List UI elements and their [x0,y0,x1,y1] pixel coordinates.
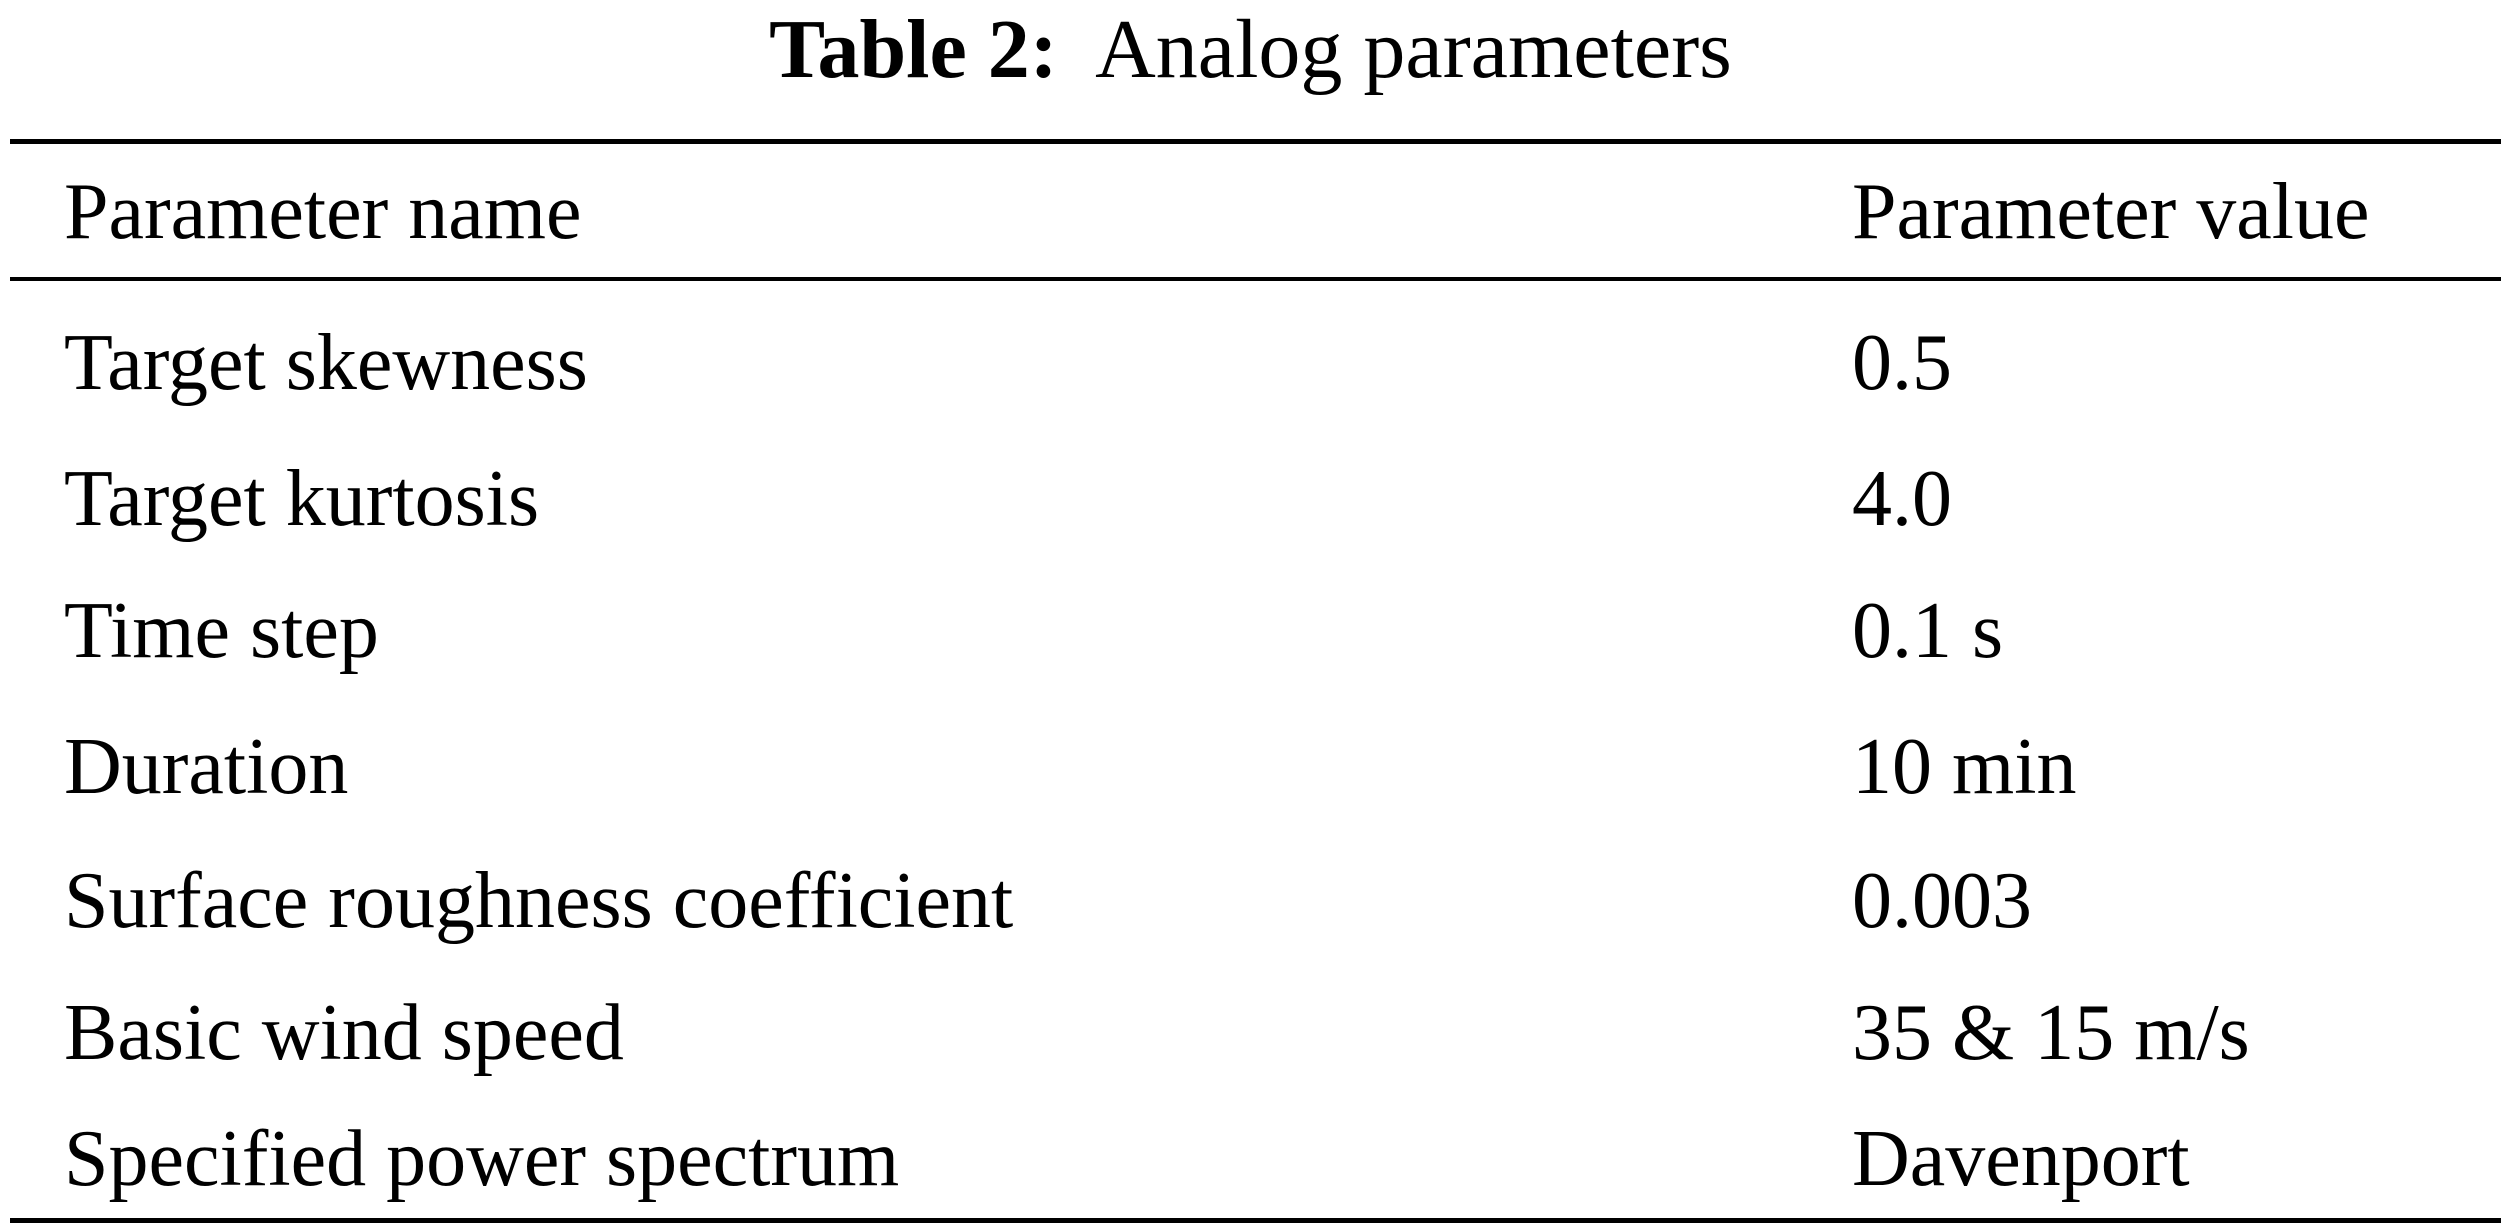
parameter-name-cell: Duration [64,723,349,811]
table-row: Basic wind speed 35 & 15 m/s [0,965,2501,1101]
table-number: Table 2: [769,3,1058,96]
parameter-value-cell: 35 & 15 m/s [1852,989,2250,1077]
table-caption: Table 2: Analog parameters [0,0,2501,120]
table-title: Analog parameters [1095,3,1732,96]
parameter-value-cell: 0.5 [1852,319,1952,407]
table-row: Specified power spectrum Davenport [0,1101,2501,1217]
top-rule [10,139,2501,144]
parameter-value-cell: 4.0 [1852,455,1952,543]
parameter-name-cell: Surface roughness coefficient [64,857,1014,945]
parameter-name-cell: Target skewness [64,319,588,407]
parameter-value-cell: Davenport [1852,1115,2190,1203]
header-parameter-name: Parameter name [64,168,582,256]
parameter-name-cell: Basic wind speed [64,989,624,1077]
bottom-rule [10,1218,2501,1223]
parameter-name-cell: Time step [64,587,379,675]
table-row: Target skewness 0.5 [0,295,2501,431]
parameter-name-cell: Target kurtosis [64,455,540,543]
parameter-value-cell: 0.003 [1852,857,2032,945]
table-row: Duration 10 min [0,699,2501,835]
table-row: Time step 0.1 s [0,563,2501,699]
parameter-name-cell: Specified power spectrum [64,1115,900,1203]
parameter-value-cell: 10 min [1852,723,2077,811]
table-row: Target kurtosis 4.0 [0,431,2501,567]
header-rule [10,277,2501,281]
parameter-value-cell: 0.1 s [1852,587,2004,675]
header-parameter-value: Parameter value [1852,168,2370,256]
table-header-row: Parameter name Parameter value [0,144,2501,280]
table-row: Surface roughness coefficient 0.003 [0,833,2501,969]
